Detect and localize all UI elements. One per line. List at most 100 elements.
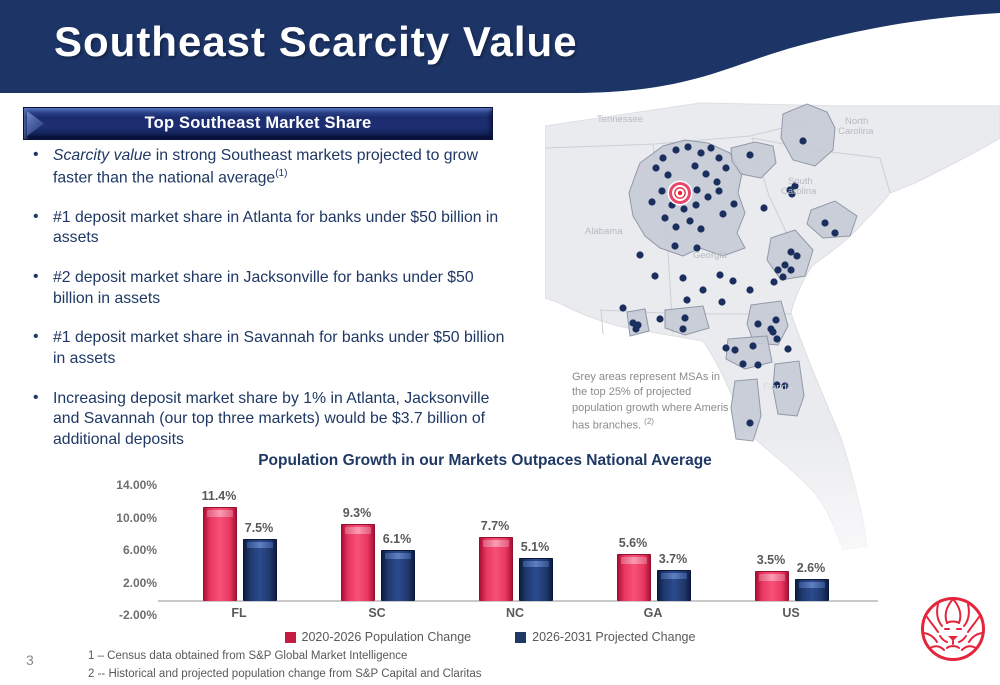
branch-dot [715,187,723,195]
legend-label: 2020-2026 Population Change [301,630,472,644]
branch-dot [754,361,762,369]
branch-dot [722,344,730,352]
msa-regions [626,103,858,442]
branch-dot [713,178,721,186]
branch-dot [739,360,747,368]
branch-dot [664,171,672,179]
y-axis-tick: 10.00% [116,510,157,525]
branch-dot [784,345,792,353]
branch-dot [781,382,789,390]
branch-dot [746,151,754,159]
branch-dot [684,143,692,151]
branch-dot [773,335,781,343]
branch-dot [787,248,795,256]
branch-dot [831,229,839,237]
population-growth-chart: Population Growth in our Markets Outpace… [85,452,895,657]
x-axis-line [158,599,878,602]
branch-dot [729,277,737,285]
section-badge-label: Top Southeast Market Share [144,114,372,132]
branch-dot [772,316,780,324]
branch-dot [692,201,700,209]
map-svg: Tennessee North Carolina South Carolina … [544,102,1000,551]
slide-title: Southeast Scarcity Value [54,18,578,65]
y-axis-tick: 2.00% [122,575,157,590]
msa-region [772,360,805,417]
x-axis-label: US [782,605,800,620]
branch-dot [679,325,687,333]
branch-dot [619,304,627,312]
branch-dot [715,154,723,162]
branch-dot [697,225,705,233]
state-label-florida: Florida [763,382,793,393]
branch-dot [648,198,656,206]
branch-dot [760,204,768,212]
branch-dot [774,266,782,274]
ameris-hub-marker-icon [667,180,693,206]
bar-FL-series0 [203,507,237,601]
branch-dot [791,182,799,190]
bullet-1-footnote-ref: (1) [275,167,288,179]
branch-dot [770,278,778,286]
legend-label: 2026-2031 Projected Change [532,630,696,644]
bullet-savannah-share: #1 deposit market share in Savannah for … [26,327,518,369]
x-axis-label: FL [231,605,247,620]
branch-dot [651,272,659,280]
branch-dot [661,214,669,222]
bar-NC-series0 [479,537,513,601]
legend-swatch-icon [284,631,296,643]
state-label-alabama: Alabama [585,226,623,237]
y-axis-tick: 6.00% [122,543,157,557]
branch-dot [671,242,679,250]
legend-item: 2026-2031 Projected Change [515,630,695,644]
x-axis-label: NC [505,605,525,620]
bar-SC-series0 [341,524,375,601]
branch-dots [619,137,839,427]
bar-value-label: 7.7% [480,519,510,534]
chart-title: Population Growth in our Markets Outpace… [258,452,712,469]
bullet-scarcity-value: Scarcity value in strong Southeast marke… [26,145,518,189]
branch-dot [672,223,680,231]
branch-dot [769,328,777,336]
branch-dot [632,325,640,333]
bar-US-series1 [795,578,829,601]
branch-dot [652,164,660,172]
footnote-2: 2 -- Historical and projected population… [88,667,482,680]
bullet-1-italic: Scarcity value [53,147,152,164]
branch-dot [681,314,689,322]
branch-dot [793,252,801,260]
branch-dot [686,217,694,225]
bar-FL-series1 [243,538,277,601]
branch-dot [659,154,667,162]
branch-dot [672,146,680,154]
branch-dot [773,381,781,389]
branch-dot [718,298,726,306]
southeast-branch-map: Tennessee North Carolina South Carolina … [544,98,1000,560]
map-caption-footnote-ref: (2) [644,417,654,427]
branch-dot [787,266,795,274]
bar-GA-series0 [617,554,651,601]
state-label-south-carolina-1: South [788,176,813,187]
state-label-north-carolina-1: North [845,116,868,127]
bullet-jacksonville-share: #2 deposit market share in Jacksonville … [26,267,518,309]
bar-value-label: 11.4% [201,489,237,504]
msa-region [780,103,836,167]
bullet-panel: Scarcity value in strong Southeast marke… [26,145,518,470]
branch-dot [658,187,666,195]
bar-GA-series1 [657,569,691,601]
msa-region [806,200,858,239]
branch-dot [746,419,754,427]
bar-value-label: 3.7% [658,551,688,566]
msa-region [730,378,762,442]
bar-value-label: 6.1% [382,532,412,547]
footnotes: 1 – Census data obtained from S&P Global… [88,648,482,684]
branch-dot [821,219,829,227]
branch-dot [746,286,754,294]
branch-dot [680,205,688,213]
branch-dot [716,271,724,279]
branch-dot [749,342,757,350]
bar-value-label: 3.5% [756,553,786,568]
y-axis-tick: 14.00% [116,478,157,492]
branch-dot [707,144,715,152]
bar-value-label: 5.6% [618,536,648,551]
